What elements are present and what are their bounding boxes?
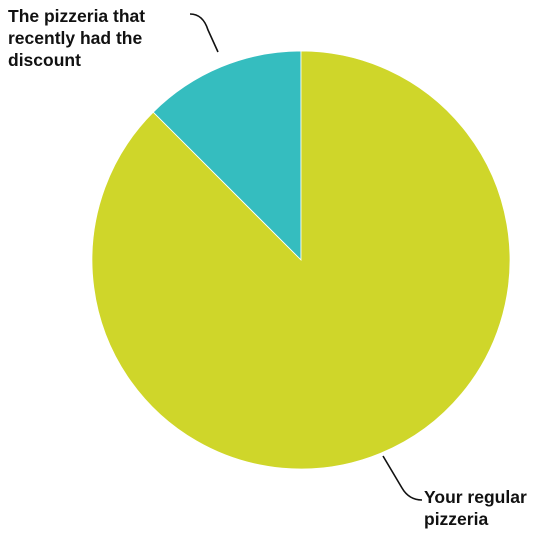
- discount-label-line-2: recently had the: [8, 28, 143, 48]
- discount-label-line-1: The pizzeria that: [8, 6, 146, 26]
- pie-slices: [91, 50, 511, 470]
- regular-slice-label: Your regular pizzeria: [424, 486, 527, 530]
- regular-leader-line: [382, 455, 423, 501]
- discount-pizzeria-slice: [152, 50, 302, 261]
- regular-label-line-2: pizzeria: [424, 509, 489, 529]
- discount-leader-line: [189, 13, 219, 53]
- regular-pizzeria-slice: [91, 50, 511, 470]
- discount-slice-label: The pizzeria that recently had the disco…: [8, 5, 145, 71]
- regular-label-line-1: Your regular: [424, 487, 527, 507]
- discount-label-line-3: discount: [8, 50, 81, 70]
